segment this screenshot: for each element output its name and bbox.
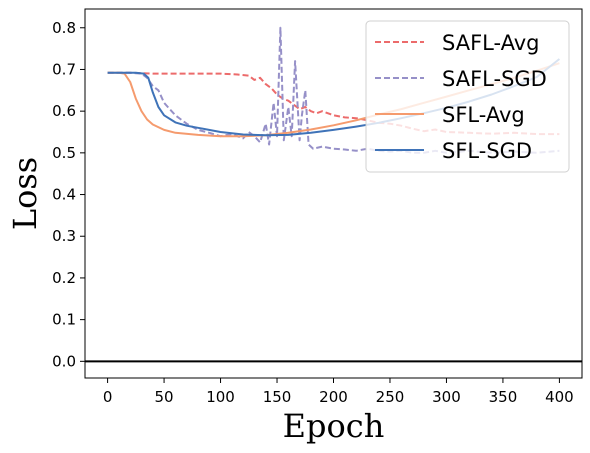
legend: SAFL-Avg SAFL-SGD SFL-Avg SFL-SGD (365, 20, 570, 173)
y-axis-title: Loss (6, 157, 44, 230)
y-tick-label: 0.2 (52, 269, 76, 287)
legend-label: SFL-SGD (442, 139, 532, 163)
y-tick-label: 0.5 (52, 144, 76, 162)
x-tick-label: 100 (206, 388, 235, 406)
x-axis-title: Epoch (283, 407, 385, 445)
y-axis-ticks: 0.0 0.1 0.2 0.3 0.4 0.5 0.6 0.7 0.8 (52, 19, 85, 370)
y-tick-label: 0.3 (52, 227, 76, 245)
x-tick-label: 150 (263, 388, 292, 406)
x-tick-label: 0 (103, 388, 113, 406)
y-tick-label: 0.0 (52, 352, 76, 370)
x-tick-label: 50 (155, 388, 174, 406)
x-tick-label: 400 (545, 388, 574, 406)
legend-label: SFL-Avg (442, 103, 525, 127)
legend-box (365, 20, 570, 173)
y-tick-label: 0.4 (52, 186, 76, 204)
y-tick-label: 0.6 (52, 102, 76, 120)
y-tick-label: 0.7 (52, 60, 76, 78)
y-tick-label: 0.8 (52, 19, 76, 37)
legend-label: SAFL-Avg (442, 31, 540, 55)
x-tick-label: 300 (432, 388, 461, 406)
x-tick-label: 200 (319, 388, 348, 406)
y-tick-label: 0.1 (52, 311, 76, 329)
x-tick-label: 350 (489, 388, 518, 406)
x-axis-ticks: 0 50 100 150 200 250 300 350 400 (103, 378, 574, 406)
x-tick-label: 250 (376, 388, 405, 406)
legend-label: SAFL-SGD (442, 67, 547, 91)
